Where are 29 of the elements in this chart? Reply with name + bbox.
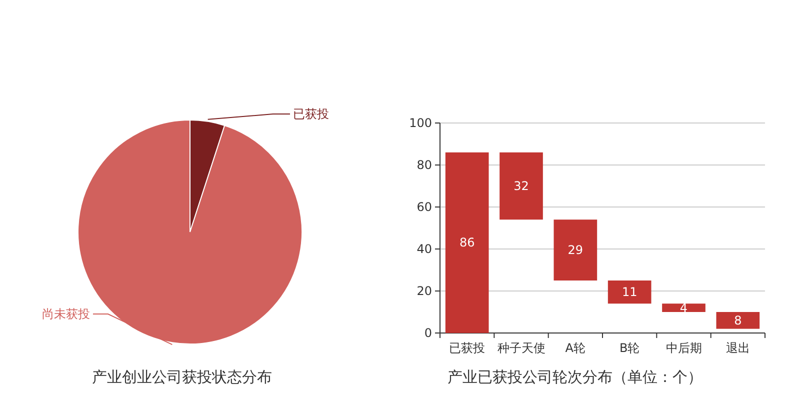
x-tick-label: B轮	[619, 341, 640, 355]
x-tick-label: 已获投	[449, 341, 486, 355]
y-tick-label: 0	[424, 326, 432, 340]
y-tick-label: 20	[416, 284, 432, 298]
bar	[608, 280, 652, 304]
bar	[554, 220, 598, 280]
x-tick-label: 中后期	[666, 341, 702, 355]
bar	[662, 304, 706, 312]
data-label: 8	[734, 313, 742, 328]
bar	[445, 152, 489, 333]
y-tick-label: 100	[409, 116, 432, 130]
slice-label: 已获投	[293, 107, 329, 121]
slice-label: 尚未获投	[42, 307, 90, 321]
pie-slice	[78, 120, 302, 344]
data-label: 4	[680, 300, 688, 315]
y-tick-label: 40	[416, 242, 432, 256]
y-tick-label: 80	[416, 158, 432, 172]
data-label: 29	[568, 243, 584, 258]
bar	[716, 312, 760, 329]
text: 产业创业公司获投状态分布	[92, 368, 272, 386]
x-tick-label: 退出	[726, 341, 750, 355]
x-tick-label: A轮	[565, 341, 586, 355]
text: 产业已获投公司轮次分布（单位：个）	[448, 368, 702, 386]
data-label: 32	[514, 179, 529, 193]
y-tick-label: 60	[416, 200, 432, 214]
x-tick-label: 种子天使	[497, 341, 546, 355]
data-label: 86	[459, 236, 475, 250]
bar	[500, 152, 543, 220]
data-label: 11	[622, 285, 638, 300]
